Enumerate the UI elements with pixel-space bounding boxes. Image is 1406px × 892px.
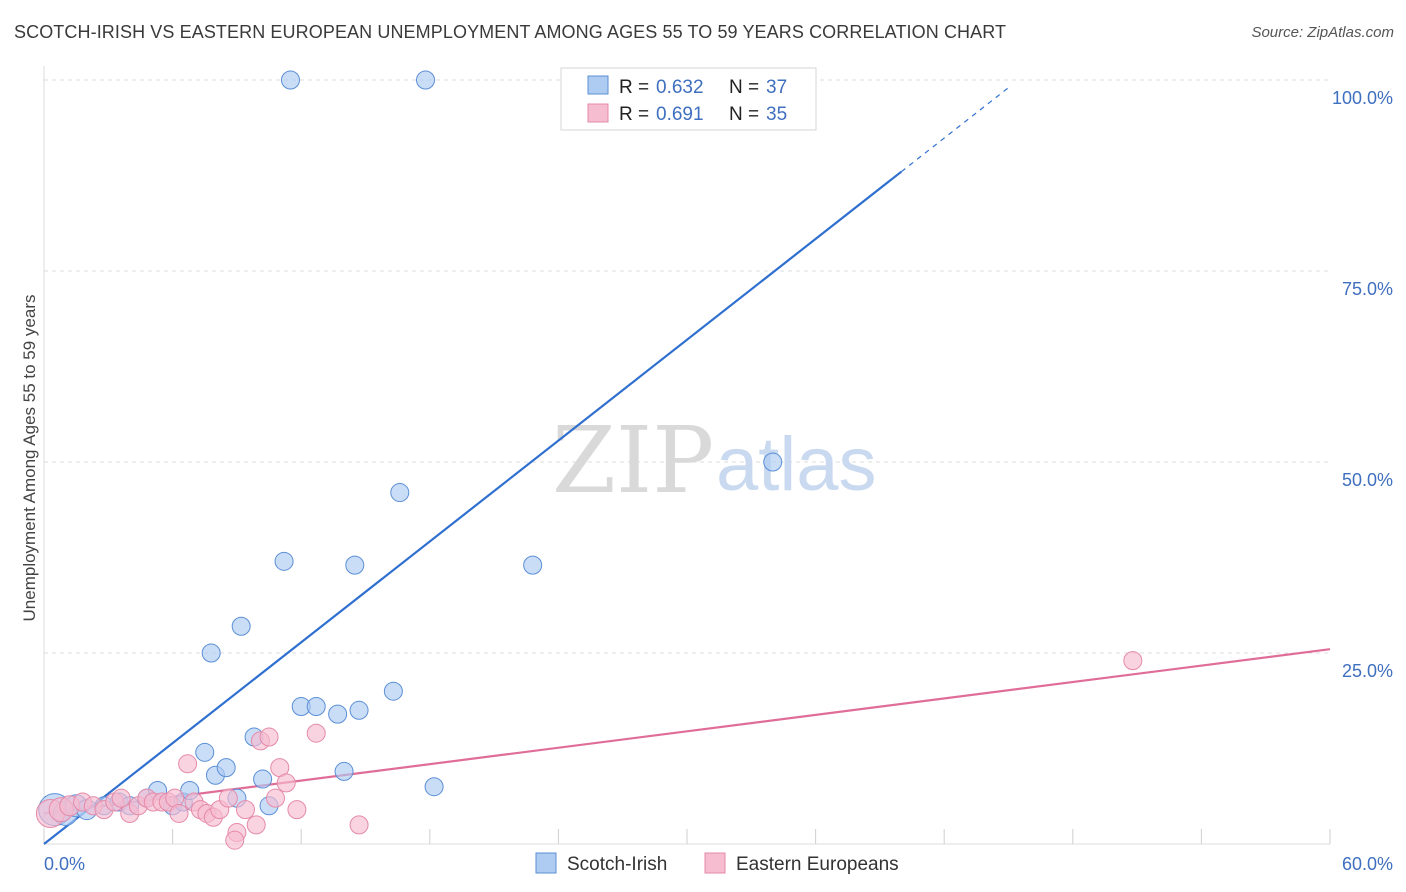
y-tick-label-0: 25.0% (1342, 661, 1393, 681)
watermark-atlas: atlas (716, 422, 877, 507)
bottom-legend-swatch-scotch-irish (535, 852, 557, 874)
point-scotch-irish-24 (306, 696, 326, 716)
point-scotch-irish-33 (523, 555, 543, 575)
point-scotch-irish-19 (253, 769, 273, 789)
point-eastern-europeans-29 (265, 788, 285, 808)
y-tick-label-2: 75.0% (1342, 279, 1393, 299)
bottom-legend-swatch-eastern-europeans (704, 852, 726, 874)
legend-r-value-1: 0.632 (656, 77, 704, 98)
point-eastern-europeans-22 (218, 788, 238, 808)
point-eastern-europeans-34 (349, 815, 369, 835)
point-scotch-irish-28 (349, 700, 369, 720)
point-eastern-europeans-25 (235, 800, 255, 820)
legend-n-label-2: N = (729, 104, 759, 125)
bottom-legend-label-scotch-irish: Scotch-Irish (567, 854, 667, 875)
legend-n-label-1: N = (729, 77, 759, 98)
point-scotch-irish-21 (274, 551, 294, 571)
point-scotch-irish-31 (416, 70, 436, 90)
legend-swatch-scotch-irish (587, 75, 609, 95)
point-scotch-irish-12 (195, 742, 215, 762)
y-tick-labels: 25.0% 50.0% 75.0% 100.0% (1332, 88, 1393, 681)
trend-line-scotch-irish (43, 170, 903, 845)
trend-line-scotch-irish-extension (900, 87, 1009, 173)
point-scotch-irish-34 (763, 452, 783, 472)
point-eastern-europeans-15 (169, 803, 189, 823)
watermark-zip: ZIP (552, 407, 714, 514)
legend-r-label-1: R = (619, 77, 649, 98)
point-scotch-irish-30 (390, 483, 410, 503)
chart-title: SCOTCH-IRISH VS EASTERN EUROPEAN UNEMPLO… (14, 22, 1007, 42)
point-eastern-europeans-35 (1123, 651, 1143, 671)
legend-r-value-2: 0.691 (656, 104, 704, 125)
watermark: ZIP atlas (552, 407, 877, 514)
point-scotch-irish-17 (231, 616, 251, 636)
point-eastern-europeans-33 (306, 723, 326, 743)
y-axis-label: Unemployment Among Ages 55 to 59 years (20, 295, 39, 622)
legend-n-value-2: 35 (766, 104, 787, 125)
x-tick-label-min: 0.0% (44, 854, 85, 874)
points-layer (35, 70, 1143, 850)
point-scotch-irish-29 (383, 681, 403, 701)
point-scotch-irish-13 (201, 643, 221, 663)
bottom-legend: Scotch-Irish Eastern Europeans (535, 852, 899, 875)
point-scotch-irish-32 (424, 777, 444, 797)
point-eastern-europeans-28 (259, 727, 279, 747)
y-tick-label-3: 100.0% (1332, 88, 1393, 108)
legend-r-label-2: R = (619, 104, 649, 125)
y-tick-label-1: 50.0% (1342, 470, 1393, 490)
chart-source: Source: ZipAtlas.com (1251, 24, 1394, 41)
legend-swatch-eastern-europeans (587, 103, 609, 123)
top-legend: R = 0.632 N = 37 R = 0.691 N = 35 (560, 67, 817, 131)
point-scotch-irish-22 (280, 70, 300, 90)
point-scotch-irish-25 (328, 704, 348, 724)
point-scotch-irish-26 (334, 761, 354, 781)
point-eastern-europeans-24 (225, 830, 245, 850)
x-tick-label-max: 60.0% (1342, 854, 1393, 874)
point-scotch-irish-27 (345, 555, 365, 575)
point-scotch-irish-15 (216, 758, 236, 778)
point-eastern-europeans-31 (276, 773, 296, 793)
legend-n-value-1: 37 (766, 77, 787, 98)
point-eastern-europeans-7 (111, 788, 131, 808)
point-eastern-europeans-32 (287, 800, 307, 820)
bottom-legend-label-eastern-europeans: Eastern Europeans (736, 854, 899, 875)
point-eastern-europeans-16 (178, 754, 198, 774)
point-eastern-europeans-26 (246, 815, 266, 835)
